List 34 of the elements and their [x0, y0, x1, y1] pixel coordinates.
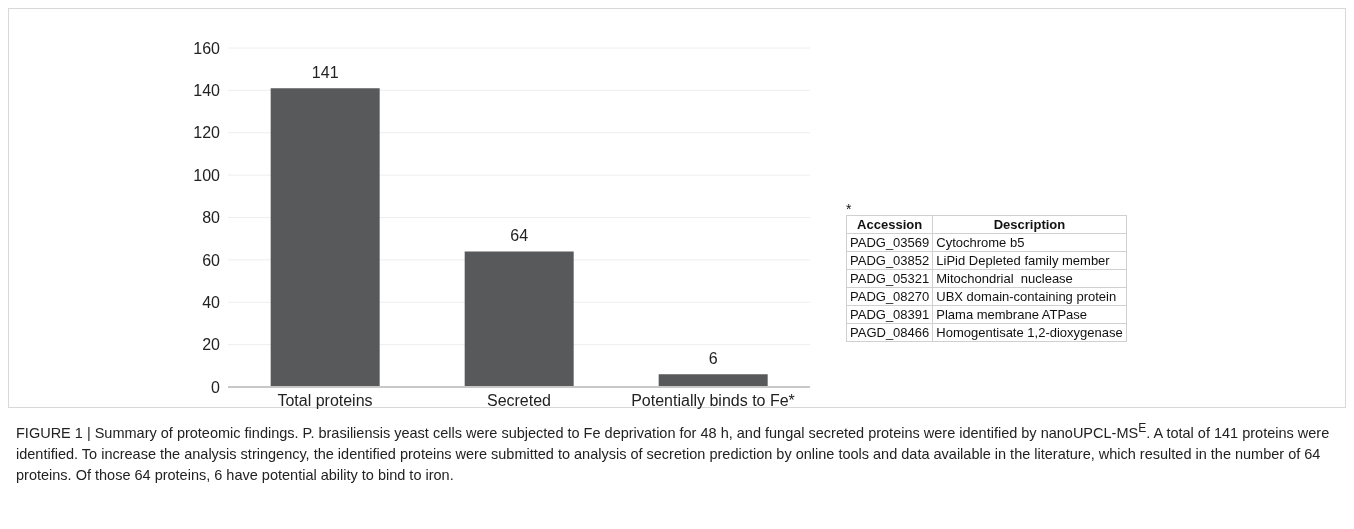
y-tick-label: 120 [193, 124, 221, 142]
text: Mitochondrial nuclease [932, 269, 1127, 288]
y-tick-label: 40 [202, 293, 221, 311]
x-tick-label: Secreted [486, 392, 552, 410]
text: PADG_08270 [846, 287, 933, 306]
text: PAGD_08466 [846, 323, 933, 342]
y-tick-label: 80 [202, 209, 221, 227]
y-tick-label: 160 [193, 39, 221, 57]
y-tick-label: 0 [211, 378, 221, 396]
text: PADG_03569 [846, 233, 933, 252]
y-tick-label: 140 [193, 82, 221, 100]
x-tick-label: Potentially binds to Fe* [631, 392, 795, 410]
data-label: 141 [311, 64, 339, 82]
data-label: 64 [510, 227, 529, 245]
text: Homogentisate 1,2-dioxygenase [932, 323, 1127, 342]
bar [658, 374, 768, 387]
bar [270, 88, 380, 387]
y-tick-label: 100 [193, 166, 221, 184]
y-tick-label: 20 [202, 336, 221, 354]
text: Plama membrane ATPase [932, 305, 1127, 324]
bar [464, 251, 574, 387]
text: LiPid Depleted family member [932, 251, 1127, 270]
category-label: Description [932, 215, 1127, 234]
text: PADG_03852 [846, 251, 933, 270]
y-tick-label: 60 [202, 251, 221, 269]
text: UBX domain-containing protein [932, 287, 1127, 306]
caption: FIGURE 1 | Summary of proteomic findings. P. brasiliensis yeast cells were subjected to Fe deprivation for 48 h, and fungal secreted proteins were identified by nanoUPCL-MS$^{E}$. A total of 141 proteins were identified. To increase the analysis stringency, the identified proteins were submitted to analysis of secretion prediction by online tools and data available in the literature, which resulted in the number of 64 proteins. Of those 64 proteins, 6 have potential ability to bind to iron. [16, 420, 1331, 485]
text: PADG_05321 [846, 269, 933, 288]
text: Cytochrome b5 [932, 233, 1127, 252]
x-tick-label: Total proteins [277, 392, 373, 410]
text: PADG_08391 [846, 305, 933, 324]
data-label: 6 [708, 350, 718, 368]
category-label: Accession [846, 215, 933, 234]
text: * [846, 201, 853, 217]
